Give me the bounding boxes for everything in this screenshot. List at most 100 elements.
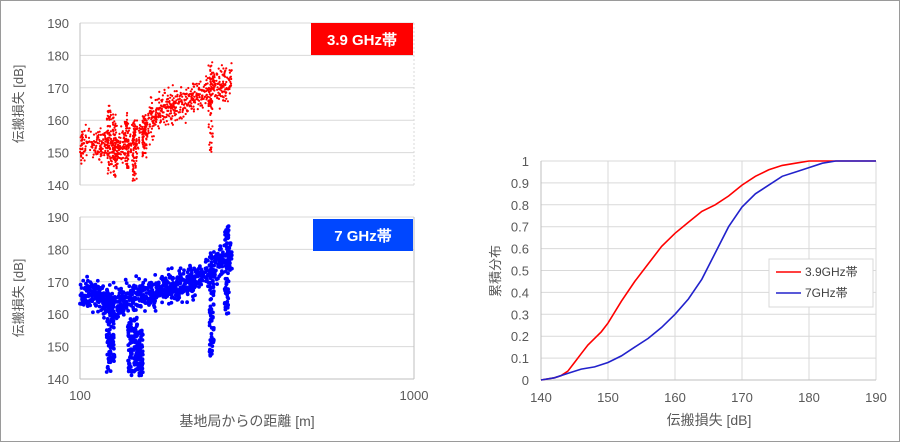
top-point — [107, 161, 110, 164]
bottom-point — [134, 368, 138, 372]
top-point — [169, 109, 172, 113]
bottom-point — [209, 318, 214, 323]
top-point — [92, 133, 96, 136]
bottom-point — [132, 345, 137, 349]
top-point — [192, 105, 195, 108]
top-point — [149, 131, 153, 134]
top-point — [133, 135, 136, 138]
top-point — [169, 96, 172, 99]
top-point — [155, 120, 158, 124]
top-point — [152, 135, 155, 138]
bottom-point — [123, 301, 128, 306]
top-point — [205, 79, 208, 82]
bottom-point — [152, 298, 157, 303]
top-point — [114, 139, 117, 142]
top-point — [107, 109, 110, 112]
top-point — [204, 95, 207, 98]
bottom-point — [139, 367, 144, 372]
top-point — [144, 124, 147, 127]
top-point — [205, 83, 208, 86]
top-point — [135, 139, 138, 142]
bottom-point — [166, 267, 171, 272]
bottom-point — [132, 327, 137, 332]
top-point — [220, 89, 223, 92]
top-point — [133, 174, 136, 177]
bottom-point — [196, 271, 201, 275]
top-point — [121, 161, 124, 164]
bottom-point — [110, 305, 115, 310]
top-point — [145, 137, 148, 140]
top-point — [218, 107, 221, 110]
top-point — [224, 94, 227, 97]
top-point — [164, 116, 167, 119]
bottom-point — [209, 314, 213, 318]
top-point — [114, 174, 117, 177]
bottom-point — [197, 285, 201, 289]
top-point — [135, 159, 138, 162]
top-point — [190, 88, 193, 91]
top-point — [127, 140, 130, 143]
top-point — [115, 164, 118, 167]
bottom-point — [129, 373, 134, 378]
bottom-point — [110, 341, 115, 346]
top-point — [79, 150, 82, 154]
top-point — [87, 136, 91, 139]
top-point — [145, 147, 148, 150]
cdf-y-tick-label: 0.8 — [511, 198, 529, 213]
bottom-point — [162, 287, 167, 292]
top-point — [112, 113, 115, 116]
top-point — [121, 141, 124, 144]
top-point — [200, 88, 203, 91]
top-point — [229, 85, 232, 88]
top-point — [149, 96, 152, 99]
top-point — [143, 146, 146, 149]
top-point — [102, 138, 105, 141]
top-point — [170, 112, 173, 115]
top-point — [139, 125, 142, 128]
bottom-point — [226, 235, 231, 240]
top-point — [112, 170, 116, 173]
bottom-point — [225, 267, 230, 271]
top-point — [150, 107, 153, 110]
bottom-point — [102, 315, 106, 320]
top-point — [180, 99, 183, 102]
top-point — [184, 121, 187, 124]
top-point — [179, 116, 182, 119]
bottom-point — [211, 302, 216, 307]
bottom-point — [140, 299, 145, 304]
cdf-y-tick-label: 0 — [522, 373, 529, 388]
top-point — [127, 152, 130, 155]
bottom-point — [229, 250, 234, 255]
bottom-point — [178, 266, 183, 271]
top-point — [126, 111, 129, 115]
bottom-point — [208, 280, 213, 285]
bottom-point — [160, 284, 165, 289]
top-point — [124, 159, 127, 163]
top-point — [120, 157, 123, 160]
bottom-point — [136, 287, 141, 292]
bottom-point — [97, 304, 102, 309]
top-point — [158, 112, 161, 115]
bottom-point — [209, 260, 214, 265]
top-point — [106, 156, 109, 160]
top-point — [145, 132, 148, 135]
bottom-point — [185, 300, 190, 305]
bottom-point — [191, 283, 196, 287]
bottom-point — [182, 268, 186, 273]
bottom-point — [94, 303, 99, 308]
top-point — [91, 144, 94, 147]
bottom-point — [132, 362, 137, 367]
top-point — [164, 123, 167, 126]
top-point — [175, 99, 178, 102]
top-point — [112, 130, 115, 133]
top-point — [108, 163, 111, 167]
top-point — [177, 98, 180, 101]
bottom-point — [137, 351, 141, 356]
top-point — [217, 88, 221, 91]
top-point — [108, 104, 111, 107]
cdf-y-tick-label: 0.3 — [511, 307, 529, 322]
bottom-point — [228, 261, 232, 266]
cdf-y-tick-labels: 0 0.1 0.2 0.3 0.4 0.5 0.6 0.7 0.8 0.9 1 — [511, 154, 529, 388]
top-data-points — [79, 61, 233, 182]
top-point — [211, 75, 214, 78]
